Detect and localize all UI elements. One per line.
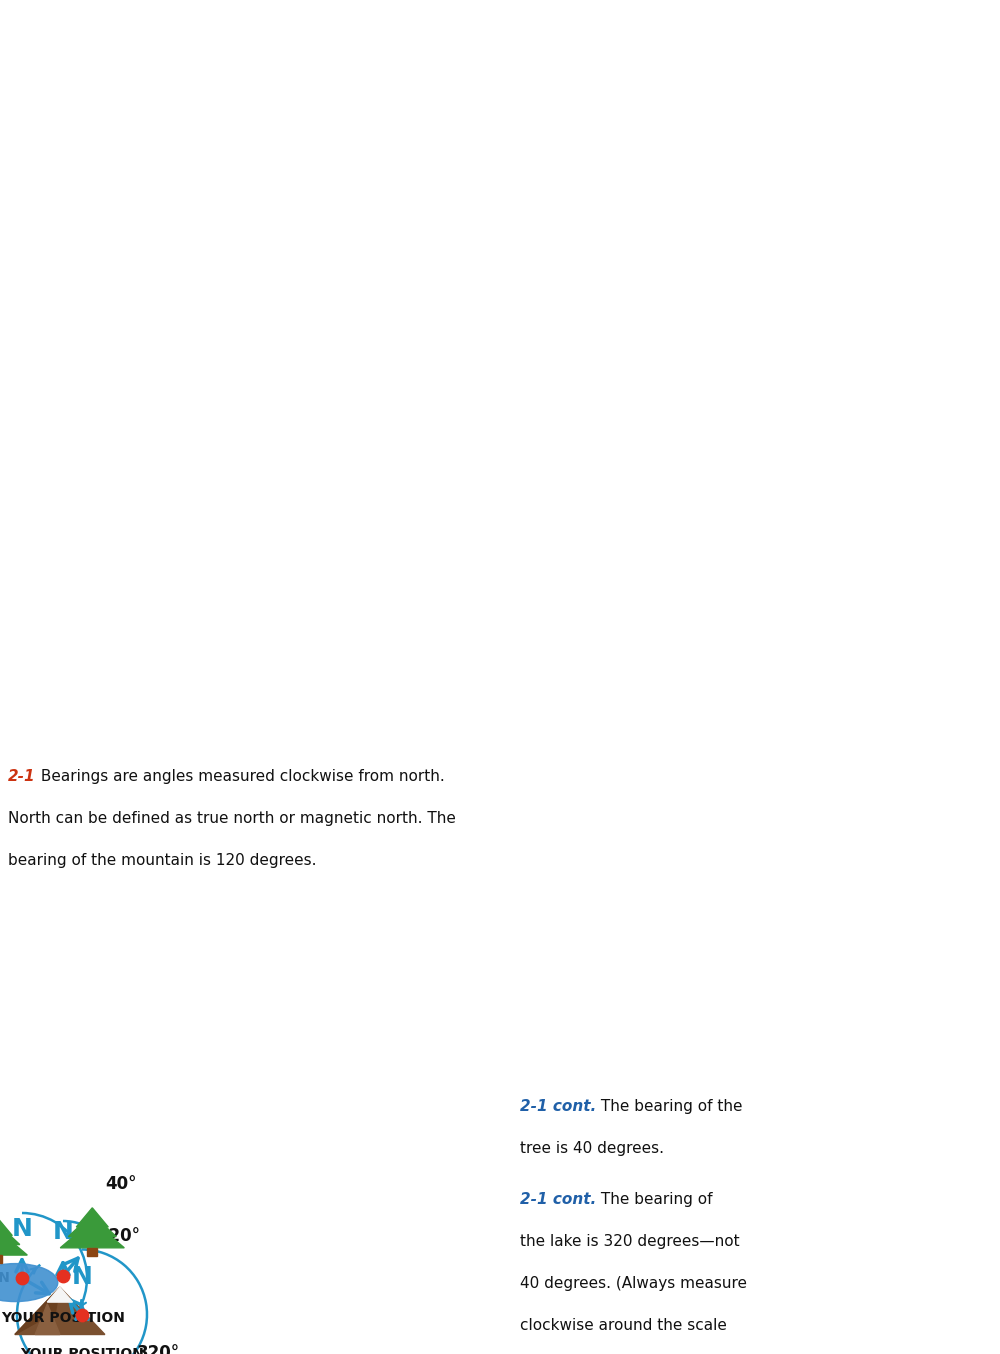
Text: 40°: 40°	[105, 1175, 136, 1193]
Text: YOUR POSITION: YOUR POSITION	[0, 1271, 10, 1285]
Text: N: N	[12, 1217, 32, 1242]
Text: tree is 40 degrees.: tree is 40 degrees.	[520, 1141, 664, 1156]
Text: bearing of the mountain is 120 degrees.: bearing of the mountain is 120 degrees.	[8, 853, 316, 868]
Polygon shape	[0, 1229, 27, 1255]
Text: Bearings are angles measured clockwise from north.: Bearings are angles measured clockwise f…	[36, 769, 444, 784]
Text: clockwise around the scale: clockwise around the scale	[520, 1317, 727, 1332]
Text: 120°: 120°	[97, 1227, 140, 1244]
Text: YOUR POSITION: YOUR POSITION	[1, 1311, 125, 1326]
Polygon shape	[15, 1288, 105, 1335]
Polygon shape	[47, 1288, 73, 1303]
Text: YOUR POSITION: YOUR POSITION	[20, 1346, 144, 1354]
Point	[14, 1267, 30, 1289]
Text: 2-1 cont.: 2-1 cont.	[520, 1099, 596, 1114]
Polygon shape	[15, 1288, 60, 1335]
Text: 320°: 320°	[137, 1343, 180, 1354]
Text: N: N	[72, 1265, 92, 1289]
Point	[74, 1304, 90, 1326]
Ellipse shape	[0, 1263, 58, 1301]
Text: The bearing of: The bearing of	[596, 1192, 713, 1206]
Polygon shape	[68, 1215, 116, 1236]
Text: 2-1 cont.: 2-1 cont.	[520, 1192, 596, 1206]
Text: 2-1: 2-1	[8, 769, 36, 784]
Text: The bearing of the: The bearing of the	[596, 1099, 743, 1114]
Polygon shape	[76, 1208, 108, 1227]
Polygon shape	[60, 1220, 124, 1248]
Polygon shape	[0, 1255, 2, 1262]
Text: North can be defined as true north or magnetic north. The: North can be defined as true north or ma…	[8, 811, 456, 826]
Text: N: N	[53, 1220, 73, 1244]
Polygon shape	[35, 1304, 60, 1335]
Text: the lake is 320 degrees—not: the lake is 320 degrees—not	[520, 1233, 740, 1248]
Polygon shape	[0, 1217, 12, 1236]
Point	[55, 1265, 71, 1286]
Text: 40 degrees. (Always measure: 40 degrees. (Always measure	[520, 1275, 747, 1290]
Polygon shape	[0, 1224, 20, 1244]
Polygon shape	[87, 1248, 97, 1255]
